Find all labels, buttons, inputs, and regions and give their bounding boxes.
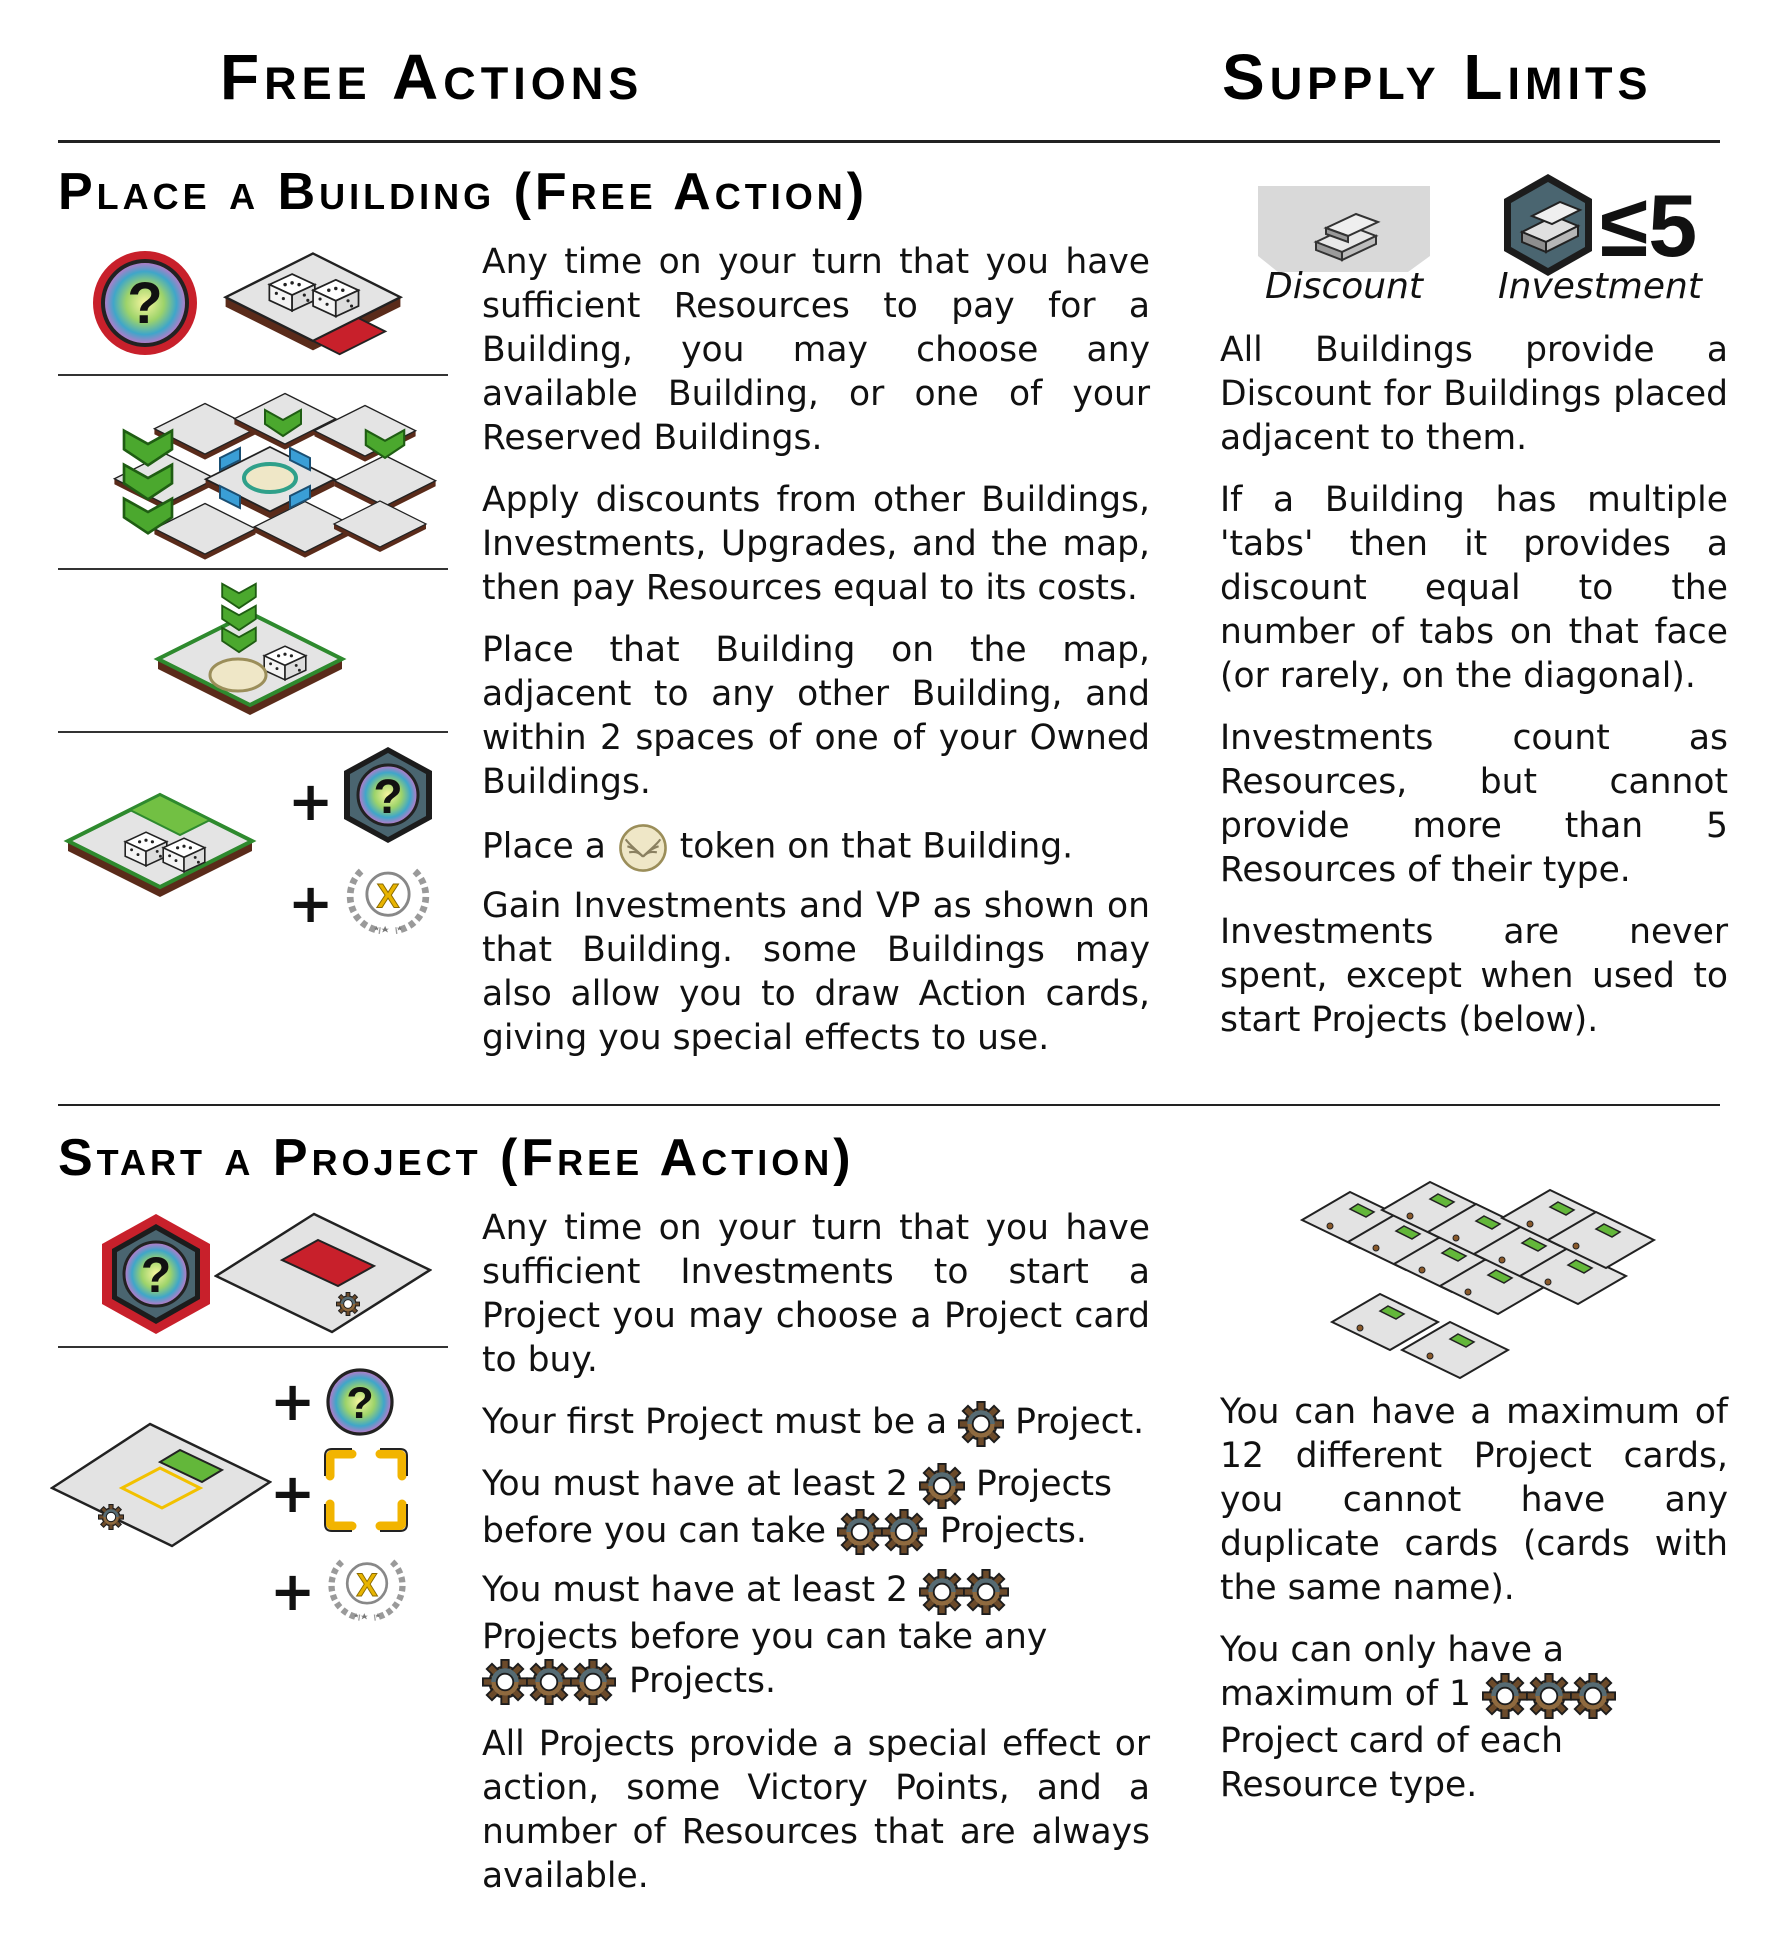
project-para-2: Your first Project must be a Project. bbox=[482, 1400, 1150, 1447]
project-para-3: You must have at least 2 Projects before… bbox=[482, 1462, 1150, 1555]
wings-token-icon bbox=[618, 824, 667, 872]
svg-text:?: ? bbox=[141, 1247, 172, 1303]
placed-building-icon bbox=[150, 578, 350, 723]
question-coin-icon: ? bbox=[90, 248, 200, 358]
project-card-icon bbox=[49, 1420, 273, 1550]
project-limits-para-2: You can only have a maximum of 1 Project… bbox=[1220, 1628, 1728, 1807]
laurel-x-icon: X bbox=[322, 1542, 412, 1632]
triple-gear-icon bbox=[482, 1659, 616, 1705]
place-building-para-5: Gain Investments and VP as shown on that… bbox=[482, 886, 1150, 1058]
project-para-5: All Projects provide a special effect or… bbox=[482, 1724, 1150, 1896]
double-gear-icon bbox=[918, 1568, 1009, 1615]
place-building-para-3: Place that Building on the map, adjacent… bbox=[482, 630, 1150, 802]
start-project-heading: Start a Project (Free Action) bbox=[58, 1129, 855, 1187]
illustration-divider bbox=[58, 1346, 448, 1348]
place-building-para-1: Any time on your turn that you have suff… bbox=[482, 242, 1150, 458]
project-limits-para-1: You can have a maximum of 12 different P… bbox=[1220, 1392, 1728, 1608]
gear-icon bbox=[958, 1400, 1005, 1447]
place-building-heading: Place a Building (Free Action) bbox=[58, 163, 869, 221]
top-divider bbox=[58, 140, 1720, 143]
plus-sign: + bbox=[288, 770, 334, 833]
svg-text:X: X bbox=[356, 1567, 378, 1603]
question-hex-red-icon: ? bbox=[100, 1212, 212, 1336]
place-building-para-2: Apply discounts from other Buildings, In… bbox=[482, 480, 1150, 608]
frame-corners-icon bbox=[322, 1446, 410, 1534]
plus-sign: + bbox=[270, 1370, 316, 1433]
project-para-2-tail: Project. bbox=[1015, 1402, 1145, 1442]
investment-limit: ≤5 bbox=[1600, 176, 1698, 275]
investment-caption: Investment bbox=[1498, 266, 1702, 307]
plus-sign: + bbox=[270, 1560, 316, 1623]
project-card-grid-icon bbox=[1300, 1180, 1660, 1390]
para-4-lead: Place a bbox=[482, 826, 606, 867]
green-building-tile-icon bbox=[60, 780, 260, 910]
supply-para-3: Investments count as Resources, but cann… bbox=[1220, 718, 1728, 890]
svg-text:?: ? bbox=[373, 771, 402, 824]
mid-divider bbox=[58, 1104, 1720, 1106]
triple-gear-icon bbox=[1481, 1672, 1616, 1719]
illustration-divider bbox=[58, 374, 448, 376]
plus-sign: + bbox=[288, 872, 334, 935]
gear-icon bbox=[918, 1462, 965, 1509]
discount-caption: Discount bbox=[1264, 266, 1424, 307]
para-4-tail: token on that Building. bbox=[679, 826, 1074, 867]
project-para-3-tail: Projects. bbox=[939, 1510, 1087, 1551]
project-para-2-lead: Your first Project must be a bbox=[482, 1402, 948, 1442]
supply-para-2: If a Building has multiple 'tabs' then i… bbox=[1220, 480, 1728, 696]
free-actions-heading: Free Actions bbox=[220, 41, 644, 113]
plus-sign: + bbox=[270, 1462, 316, 1525]
building-cluster-map-icon bbox=[110, 388, 440, 568]
discount-ingot-icon bbox=[1258, 186, 1430, 272]
svg-text:?: ? bbox=[127, 271, 162, 336]
building-tile-icon bbox=[218, 238, 408, 364]
svg-text:X: X bbox=[376, 878, 399, 916]
project-para-4-lead: You must have at least 2 bbox=[482, 1570, 908, 1610]
project-limits-para-2-lead: You can only have a maximum of 1 bbox=[1220, 1630, 1565, 1714]
question-hex-icon: ? bbox=[340, 745, 436, 845]
place-building-para-4: Place a token on that Building. bbox=[482, 822, 1150, 874]
supply-limits-heading: Supply Limits bbox=[1222, 41, 1653, 113]
project-para-4-mid: Projects before you can take any bbox=[482, 1616, 1048, 1657]
supply-para-4: Investments are never spent, except when… bbox=[1220, 912, 1728, 1040]
svg-text:?: ? bbox=[346, 1378, 373, 1428]
project-card-red-icon bbox=[213, 1210, 433, 1336]
double-gear-icon bbox=[836, 1509, 927, 1555]
project-para-4: You must have at least 2 Projects before… bbox=[482, 1568, 1150, 1705]
project-para-1: Any time on your turn that you have suff… bbox=[482, 1208, 1150, 1380]
project-para-3-mid: Projects before you can take bbox=[482, 1464, 1112, 1551]
project-para-3-lead: You must have at least 2 bbox=[482, 1464, 908, 1504]
supply-para-1: All Buildings provide a Discount for Bui… bbox=[1220, 330, 1728, 458]
laurel-x-icon: X bbox=[340, 850, 436, 946]
investment-hex-icon bbox=[1500, 172, 1596, 278]
question-coin-icon: ? bbox=[320, 1362, 400, 1442]
illustration-divider bbox=[58, 731, 448, 733]
project-limits-para-2-tail: Project card of each Resource type. bbox=[1220, 1720, 1563, 1805]
project-para-4-tail: Projects. bbox=[628, 1660, 776, 1701]
illustration-divider bbox=[58, 568, 448, 570]
